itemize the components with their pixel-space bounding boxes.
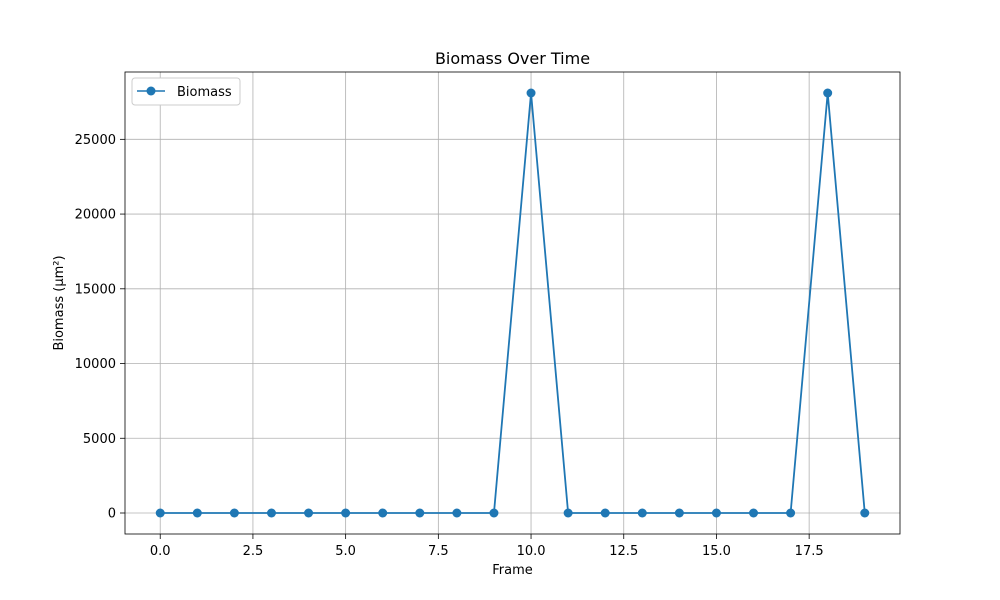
x-tick-label: 5.0	[335, 544, 356, 559]
data-point	[415, 508, 425, 518]
data-point	[192, 508, 202, 518]
y-tick-label: 0	[108, 507, 116, 522]
data-point	[749, 508, 759, 518]
data-point	[304, 508, 314, 518]
data-point	[860, 508, 870, 518]
data-point	[452, 508, 462, 518]
data-point	[155, 508, 165, 518]
data-point	[489, 508, 499, 518]
series-layer	[155, 88, 870, 518]
data-point	[341, 508, 351, 518]
data-point	[711, 508, 721, 518]
x-axis-label: Frame	[492, 563, 533, 578]
x-tick-label: 2.5	[243, 544, 264, 559]
y-tick-label: 15000	[75, 282, 116, 297]
x-tick-label: 7.5	[428, 544, 449, 559]
y-tick-label: 25000	[75, 133, 116, 148]
legend: Biomass	[131, 77, 241, 106]
data-point	[563, 508, 573, 518]
y-tick-label: 5000	[83, 432, 116, 447]
data-point	[526, 88, 536, 98]
data-point	[637, 508, 647, 518]
y-tick-label: 10000	[75, 357, 116, 372]
x-tick-label: 12.5	[609, 544, 638, 559]
legend-series-label: Biomass	[177, 85, 232, 100]
tick-layer: 0.0 2.5 5.0 7.5 10.0 12.5 15.0 17.5 0 5000 10000 15…	[75, 133, 824, 559]
y-axis-label: Biomass (µm²)	[52, 255, 67, 350]
data-point	[378, 508, 388, 518]
x-tick-label: 0.0	[150, 544, 171, 559]
x-tick-label: 10.0	[517, 544, 546, 559]
x-tick-label: 15.0	[702, 544, 731, 559]
data-point	[786, 508, 796, 518]
data-point	[229, 508, 239, 518]
chart-title: Biomass Over Time	[435, 49, 590, 68]
data-point	[600, 508, 610, 518]
legend-frame	[131, 77, 241, 106]
series-line	[160, 92, 866, 514]
x-tick-label: 17.5	[795, 544, 824, 559]
y-tick-label: 20000	[75, 208, 116, 223]
plot-frame	[124, 71, 901, 535]
data-point	[266, 508, 276, 518]
data-point	[823, 88, 833, 98]
data-point	[674, 508, 684, 518]
legend-series-marker	[146, 86, 156, 96]
